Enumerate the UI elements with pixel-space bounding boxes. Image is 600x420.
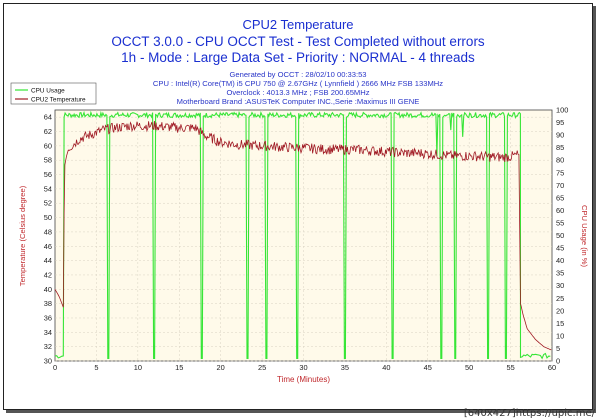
watermark-text: [640x427]https://upic.me/ bbox=[463, 408, 595, 419]
series-line-cpu2-temperature bbox=[54, 120, 552, 351]
x-tick-label: 40 bbox=[382, 363, 390, 372]
chart-marks bbox=[54, 110, 552, 360]
y2-tick-label: 45 bbox=[556, 244, 564, 253]
y2-tick-label: 60 bbox=[556, 206, 564, 215]
y2-axis-label: CPU Usage (in %) bbox=[580, 205, 589, 268]
y-tick-label: 40 bbox=[44, 285, 52, 294]
y2-tick-label: 5 bbox=[556, 344, 560, 353]
y2-tick-label: 55 bbox=[556, 218, 564, 227]
y2-tick-label: 70 bbox=[556, 181, 564, 190]
axis-ticks: 0 5 10 15 20 25 30 35 40 45 50 55 603032343638404244… bbox=[44, 106, 569, 373]
y2-tick-label: 85 bbox=[556, 143, 564, 152]
x-tick-label: 50 bbox=[465, 363, 473, 372]
y2-tick-label: 90 bbox=[556, 131, 564, 140]
y-tick-label: 64 bbox=[44, 113, 52, 122]
x-tick-label: 0 bbox=[53, 363, 57, 372]
y2-tick-label: 80 bbox=[556, 156, 564, 165]
y-tick-label: 46 bbox=[44, 242, 52, 251]
grid-lines bbox=[55, 110, 552, 362]
y-tick-label: 36 bbox=[44, 313, 52, 322]
y-tick-label: 42 bbox=[44, 270, 52, 279]
y-tick-label: 52 bbox=[44, 199, 52, 208]
x-axis-label: Time (Minutes) bbox=[277, 375, 330, 384]
y-tick-label: 34 bbox=[44, 328, 52, 337]
series-line-cpu-usage bbox=[54, 110, 551, 360]
y2-tick-label: 100 bbox=[556, 106, 568, 115]
chart-frame: CPU2 Temperature OCCT 3.0.0 - CPU OCCT T… bbox=[3, 3, 593, 410]
y-tick-label: 48 bbox=[44, 227, 52, 236]
y2-tick-label: 15 bbox=[556, 319, 564, 328]
y2-tick-label: 35 bbox=[556, 269, 564, 278]
x-tick-label: 55 bbox=[506, 363, 514, 372]
y-tick-label: 62 bbox=[44, 127, 52, 136]
y2-tick-label: 95 bbox=[556, 118, 564, 127]
y-tick-label: 32 bbox=[44, 342, 52, 351]
y2-tick-label: 25 bbox=[556, 294, 564, 303]
chart-title: CPU2 Temperature bbox=[242, 17, 353, 32]
x-tick-label: 45 bbox=[424, 363, 432, 372]
y-tick-label: 30 bbox=[44, 357, 52, 366]
y-tick-label: 44 bbox=[44, 256, 52, 265]
x-tick-label: 60 bbox=[548, 363, 556, 372]
y2-tick-label: 75 bbox=[556, 168, 564, 177]
y-tick-label: 50 bbox=[44, 213, 52, 222]
legend-label-cpu-usage: CPU Usage bbox=[31, 88, 65, 95]
chart-svg: CPU2 Temperature OCCT 3.0.0 - CPU OCCT T… bbox=[10, 17, 589, 384]
y2-tick-label: 10 bbox=[556, 331, 564, 340]
x-tick-label: 10 bbox=[134, 363, 142, 372]
info-line-overclock: Overclock : 4013.3 MHz ; FSB 200.65MHz bbox=[226, 88, 369, 97]
legend-label-cpu2-temperature: CPU2 Temperature bbox=[31, 97, 86, 104]
y2-tick-label: 20 bbox=[556, 306, 564, 315]
y-tick-label: 38 bbox=[44, 299, 52, 308]
x-tick-label: 25 bbox=[258, 363, 266, 372]
y-axis-label: Temperature (Celsius degree) bbox=[18, 185, 27, 286]
x-tick-label: 35 bbox=[341, 363, 349, 372]
chart-subtitle-1: OCCT 3.0.0 - CPU OCCT Test - Test Comple… bbox=[111, 34, 485, 49]
x-tick-label: 5 bbox=[94, 363, 98, 372]
x-tick-label: 20 bbox=[217, 363, 225, 372]
info-line-motherboard: Motherboard Brand :ASUSTeK Computer INC.… bbox=[177, 97, 420, 106]
y2-tick-label: 30 bbox=[556, 281, 564, 290]
y-tick-label: 60 bbox=[44, 141, 52, 150]
y2-tick-label: 40 bbox=[556, 256, 564, 265]
y-tick-label: 58 bbox=[44, 156, 52, 165]
legend-box bbox=[10, 82, 97, 105]
legend: CPU Usage CPU2 Temperature bbox=[10, 82, 97, 105]
x-tick-label: 30 bbox=[299, 363, 307, 372]
x-tick-label: 15 bbox=[175, 363, 183, 372]
info-line-generated: Generated by OCCT : 28/02/10 00:33:53 bbox=[229, 70, 366, 79]
info-block: Generated by OCCT : 28/02/10 00:33:53 CP… bbox=[153, 70, 443, 106]
y2-tick-label: 65 bbox=[556, 193, 564, 202]
y2-tick-label: 50 bbox=[556, 231, 564, 240]
y2-tick-label: 0 bbox=[556, 357, 560, 366]
chart-subtitle-2: 1h - Mode : Large Data Set - Priority : … bbox=[121, 50, 475, 65]
y-tick-label: 54 bbox=[44, 184, 52, 193]
info-line-cpu: CPU : Intel(R) Core(TM) i5 CPU 750 @ 2.6… bbox=[153, 79, 443, 88]
y-tick-label: 56 bbox=[44, 170, 52, 179]
